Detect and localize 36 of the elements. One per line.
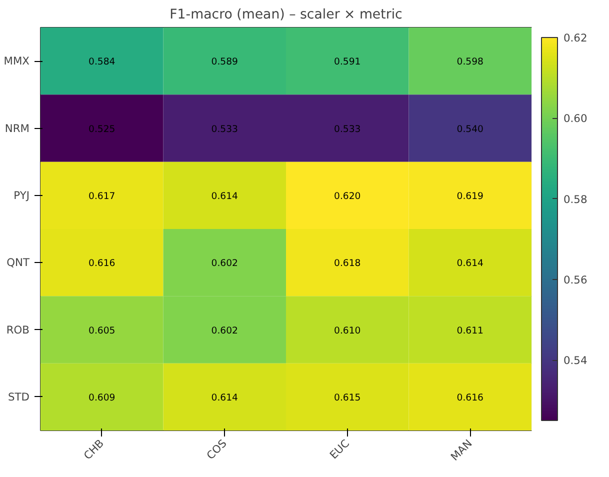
y-tick-label: QNT [6,256,30,270]
data-label: 0.533 [211,124,238,135]
data-label: 0.615 [334,392,361,404]
data-label: 0.620 [334,190,361,202]
data-label: 0.614 [211,190,238,202]
data-label: 0.602 [211,325,238,336]
y-tick-label: MMX [4,54,30,68]
data-label: 0.602 [211,258,238,270]
data-label: 0.611 [456,325,484,336]
data-label: 0.610 [334,325,361,336]
data-label: 0.616 [456,392,484,404]
y-tick-label: ROB [6,323,30,336]
data-label: 0.619 [456,190,484,202]
y-tick-label: PYJ [14,188,30,202]
color-bar-label: 0.62 [564,32,588,44]
data-label: 0.609 [88,392,116,404]
data-label: 0.605 [88,325,116,336]
color-bar-label: 0.56 [564,273,588,286]
data-label: 0.533 [334,124,361,135]
color-bar-label: 0.60 [564,112,588,126]
data-label: 0.589 [211,56,238,68]
data-label: 0.616 [88,258,116,270]
data-label: 0.617 [88,190,116,202]
y-tick-label: NRM [4,122,30,135]
data-label: 0.618 [334,258,361,270]
data-label: 0.614 [211,392,238,404]
color-bar-label: 0.54 [564,354,588,368]
data-label: 0.584 [88,56,116,68]
y-tick-label: STD [8,390,30,404]
data-label: 0.591 [334,56,361,68]
color-bar-label: 0.58 [564,192,588,206]
data-label: 0.525 [88,124,116,135]
chart-title: F1-macro (mean) – scaler × metric [170,8,402,22]
data-label: 0.540 [456,124,484,135]
data-label: 0.614 [456,258,484,270]
data-label: 0.598 [456,56,484,68]
